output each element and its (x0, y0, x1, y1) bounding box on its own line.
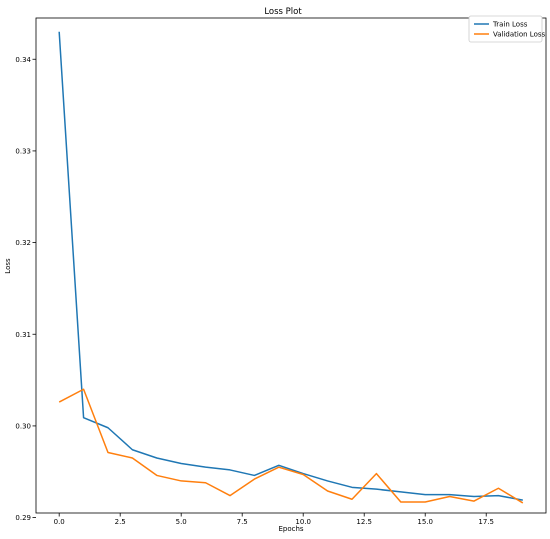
y-tick-label: 0.29 (15, 514, 31, 522)
x-tick-label: 12.5 (356, 518, 372, 526)
x-tick-label: 17.5 (478, 518, 494, 526)
x-tick-label: 5.0 (176, 518, 187, 526)
y-tick-label: 0.31 (15, 331, 31, 339)
y-tick-label: 0.34 (15, 56, 31, 64)
x-tick-label: 7.5 (237, 518, 248, 526)
x-axis: 0.0 2.5 5.0 7.5 10.0 12.5 15.0 17.5 (54, 513, 494, 526)
y-tick-label: 0.33 (15, 147, 31, 155)
legend-label-1: Validation Loss (493, 31, 545, 39)
y-tick-label: 0.32 (15, 239, 31, 247)
y-axis-label: Loss (4, 258, 12, 274)
x-tick-label: 0.0 (54, 518, 65, 526)
y-tick-label: 0.30 (15, 422, 31, 430)
x-tick-label: 2.5 (115, 518, 126, 526)
legend: Train Loss Validation Loss (469, 16, 545, 42)
chart-title: Loss Plot (264, 7, 302, 17)
plot-frame (36, 18, 546, 513)
x-axis-label: Epochs (278, 525, 303, 533)
y-axis: 0.29 0.30 0.31 0.32 0.33 0.34 (15, 56, 36, 522)
x-tick-label: 15.0 (417, 518, 433, 526)
legend-label-0: Train Loss (492, 21, 528, 29)
